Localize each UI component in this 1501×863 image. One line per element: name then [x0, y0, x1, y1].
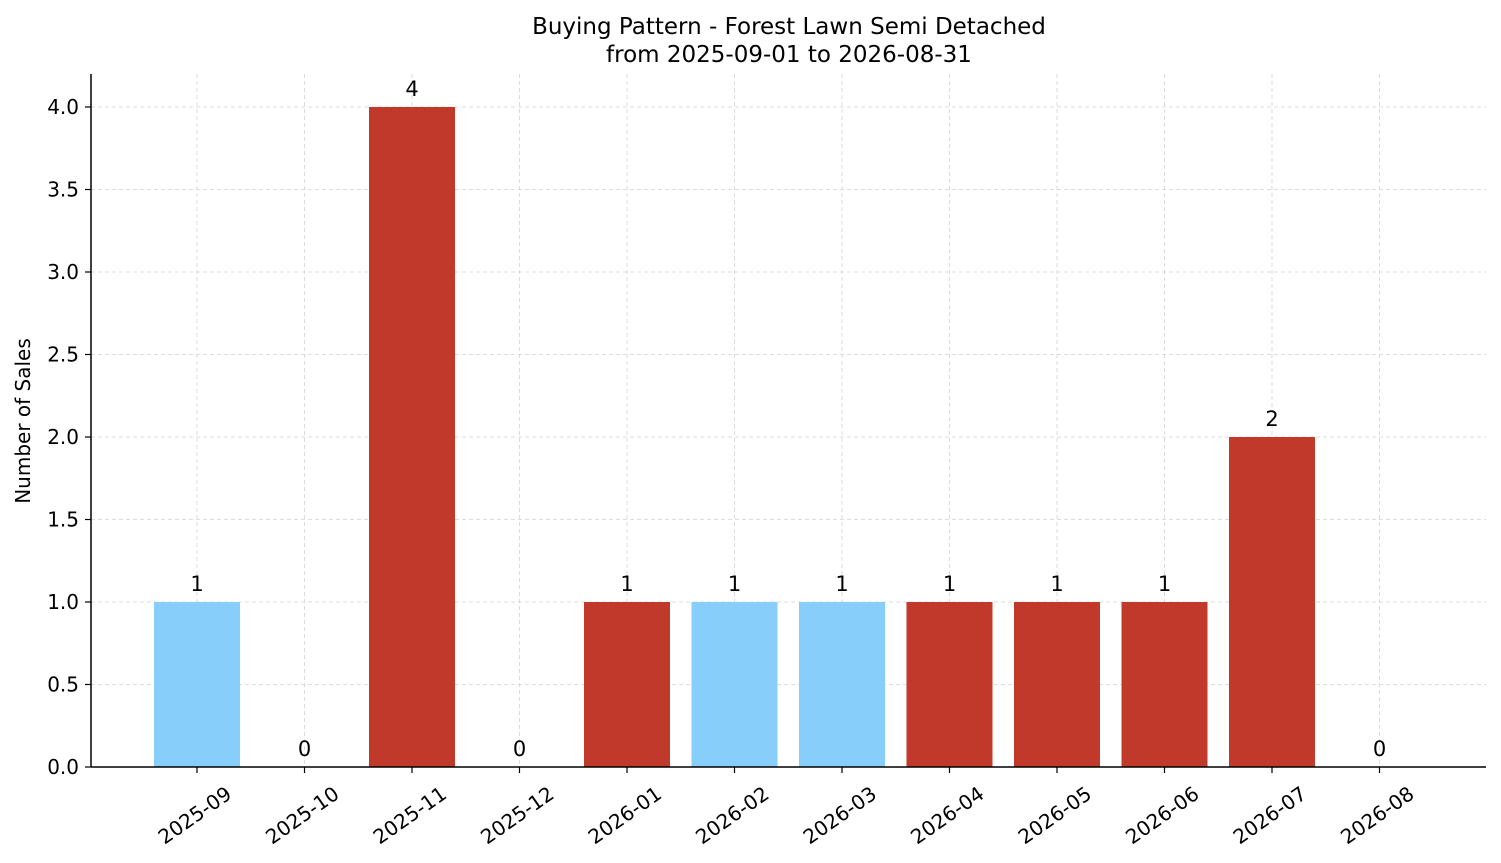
data-label-2026-01: 1	[620, 572, 633, 596]
x-tick-label-2026-06: 2026-06	[1121, 781, 1203, 849]
bar-2026-02	[691, 602, 778, 767]
x-tick-label-2026-04: 2026-04	[906, 781, 988, 849]
x-tick-label-2025-11: 2025-11	[369, 781, 451, 849]
data-label-2025-10: 0	[298, 737, 311, 761]
bar-2026-04	[906, 602, 993, 767]
y-tick-label: 2.5	[47, 343, 79, 367]
x-tick-label-2026-05: 2026-05	[1014, 781, 1096, 849]
x-tick-label-2026-07: 2026-07	[1229, 781, 1311, 849]
y-tick-label: 0.0	[47, 755, 79, 779]
bars-layer	[154, 107, 1315, 767]
y-axis-title: Number of Sales	[11, 338, 35, 504]
data-label-2026-03: 1	[835, 572, 848, 596]
y-tick-label: 3.5	[47, 178, 79, 202]
x-tick-label-2026-02: 2026-02	[691, 781, 773, 849]
bar-2026-06	[1121, 602, 1208, 767]
data-label-2026-05: 1	[1050, 572, 1063, 596]
data-label-2026-06: 1	[1158, 572, 1171, 596]
y-tick-label: 0.5	[47, 673, 79, 697]
data-label-2026-04: 1	[943, 572, 956, 596]
y-tick-label: 3.0	[47, 260, 79, 284]
data-label-2025-12: 0	[513, 737, 526, 761]
y-tick-label: 2.0	[47, 425, 79, 449]
x-tick-label-2025-10: 2025-10	[261, 781, 343, 849]
bar-2026-03	[799, 602, 885, 767]
chart-subtitle: from 2025-09-01 to 2026-08-31	[606, 42, 972, 68]
bar-2026-07	[1229, 437, 1315, 767]
y-tick-label: 1.5	[47, 508, 79, 532]
y-tick-label: 1.0	[47, 590, 79, 614]
x-tick-label-2026-08: 2026-08	[1336, 781, 1418, 849]
data-label-2025-09: 1	[190, 572, 203, 596]
data-label-2026-07: 2	[1265, 407, 1278, 431]
data-label-2026-02: 1	[728, 572, 741, 596]
bar-2025-11	[369, 107, 455, 767]
x-tick-label-2026-01: 2026-01	[584, 781, 666, 849]
axis-layer	[85, 74, 1486, 773]
bar-2026-05	[1014, 602, 1100, 767]
data-label-2026-08: 0	[1373, 737, 1386, 761]
bar-2025-09	[154, 602, 240, 767]
x-tick-label-2025-09: 2025-09	[154, 781, 236, 849]
y-tick-label: 4.0	[47, 95, 79, 119]
chart-title: Buying Pattern - Forest Lawn Semi Detach…	[532, 14, 1046, 40]
x-tick-label-2026-03: 2026-03	[799, 781, 881, 849]
bar-2026-01	[584, 602, 670, 767]
x-tick-label-2025-12: 2025-12	[476, 781, 558, 849]
data-label-2025-11: 4	[405, 77, 418, 101]
